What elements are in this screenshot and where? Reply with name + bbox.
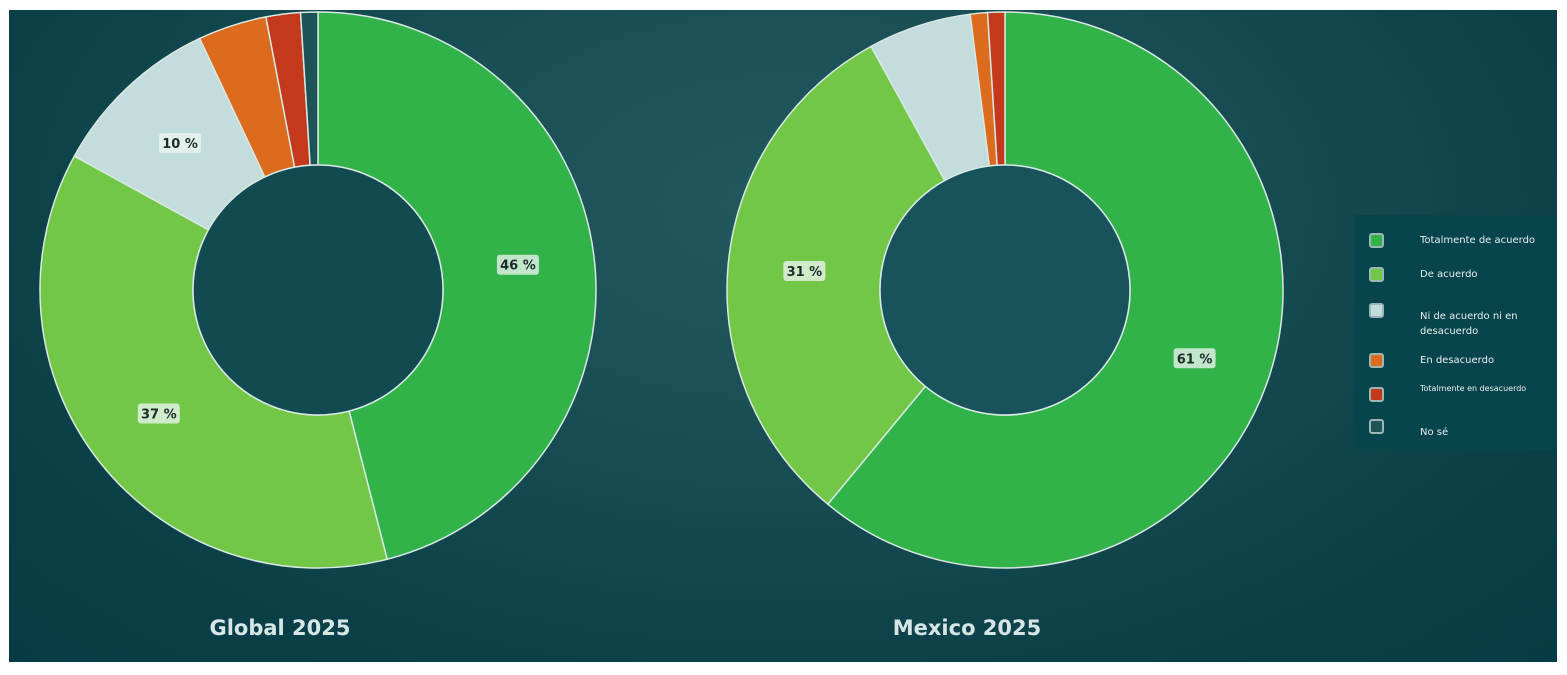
legend-label: En desacuerdo (1420, 355, 1495, 366)
data-label-bg (159, 133, 202, 154)
data-label-bg (783, 261, 826, 282)
chart-title-mexico: Mexico 2025 (892, 616, 1042, 640)
legend-item: No sé (1369, 419, 1540, 440)
legend-swatch (1369, 303, 1384, 318)
legend: Totalmente de acuerdo De acuerdo Ni de a… (1355, 215, 1557, 450)
legend-label: De acuerdo (1420, 269, 1478, 280)
data-label: 31 % (787, 265, 823, 280)
legend-item: Totalmente en desacuerdo (1369, 384, 1540, 402)
data-label: 10 % (162, 137, 198, 152)
chart-title-global: Global 2025 (209, 616, 351, 640)
legend-label: No sé (1420, 427, 1449, 438)
data-label-bg (496, 254, 539, 275)
legend-swatch (1369, 353, 1384, 368)
legend-label: Ni de acuerdo ni en desacuerdo (1420, 311, 1518, 337)
legend-swatch (1369, 267, 1384, 282)
legend-item: En desacuerdo (1369, 353, 1540, 368)
legend-swatch (1369, 419, 1384, 434)
data-label: 37 % (141, 408, 177, 423)
legend-item: De acuerdo (1369, 267, 1540, 282)
data-label-bg (1173, 348, 1216, 369)
legend-swatch (1369, 233, 1384, 248)
legend-item: Totalmente de acuerdo (1369, 233, 1540, 248)
legend-label: Totalmente en desacuerdo (1420, 384, 1527, 393)
legend-swatch (1369, 387, 1384, 402)
donut-charts: 46 % 37 % 10 % 61 % 31 % (39, 11, 1284, 569)
data-label: 46 % (500, 259, 536, 274)
donut-hole (192, 164, 444, 416)
legend-label: Totalmente de acuerdo (1420, 235, 1536, 246)
data-label: 61 % (1177, 352, 1213, 367)
legend-item: Ni de acuerdo ni en desacuerdo (1369, 303, 1540, 339)
data-label-bg (137, 403, 180, 424)
donut-hole (879, 164, 1131, 416)
chart-canvas: 46 % 37 % 10 % 61 % 31 % Global 2025 Mexico … (9, 10, 1557, 662)
